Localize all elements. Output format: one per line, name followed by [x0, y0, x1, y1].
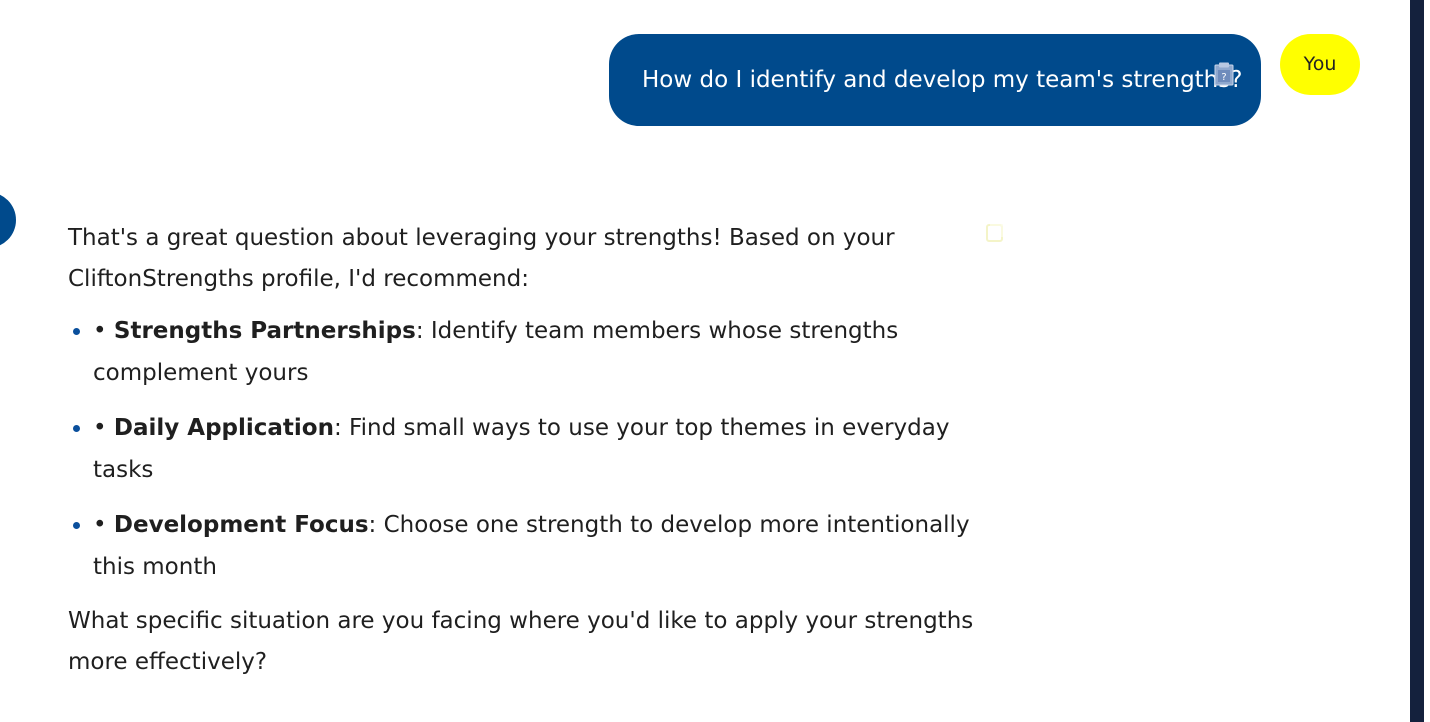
- recommendation-text: : Identify team members whose strengths …: [93, 318, 899, 386]
- assistant-intro: That's a great question about leveraging…: [68, 225, 895, 292]
- recommendation-prefix: •: [93, 415, 114, 441]
- user-avatar-label: You: [1303, 53, 1337, 75]
- recommendation-title: Daily Application: [113, 415, 334, 441]
- recommendation-prefix: •: [93, 512, 114, 538]
- copy-icon-svg: [986, 224, 1003, 242]
- assistant-outro: What specific situation are you facing w…: [68, 608, 974, 675]
- recommendation-title: Development Focus: [113, 512, 369, 538]
- recommendation-list: • Strengths Partnerships: Identify team …: [68, 310, 1008, 588]
- scrollbar-thumb[interactable]: [1410, 0, 1424, 722]
- list-item: • Strengths Partnerships: Identify team …: [93, 310, 1008, 394]
- assistant-message: That's a great question about leveraging…: [68, 218, 1008, 683]
- copy-icon[interactable]: [984, 222, 1006, 244]
- recommendation-text: : Find small ways to use your top themes…: [93, 415, 950, 483]
- list-item: • Development Focus: Choose one strength…: [93, 504, 1008, 588]
- recommendation-prefix: •: [93, 318, 114, 344]
- recommendation-text: : Choose one strength to develop more in…: [93, 512, 970, 580]
- svg-text:?: ?: [1221, 72, 1226, 83]
- list-item: • Daily Application: Find small ways to …: [93, 407, 1008, 491]
- user-message-bubble: How do I identify and develop my team's …: [609, 34, 1261, 126]
- user-avatar: You: [1280, 34, 1360, 95]
- recommendation-title: Strengths Partnerships: [113, 318, 416, 344]
- user-message-text: How do I identify and develop my team's …: [642, 67, 1243, 93]
- clipboard-icon[interactable]: ?: [1214, 62, 1234, 86]
- assistant-avatar: [0, 192, 16, 248]
- clipboard-icon-svg: ?: [1214, 62, 1234, 86]
